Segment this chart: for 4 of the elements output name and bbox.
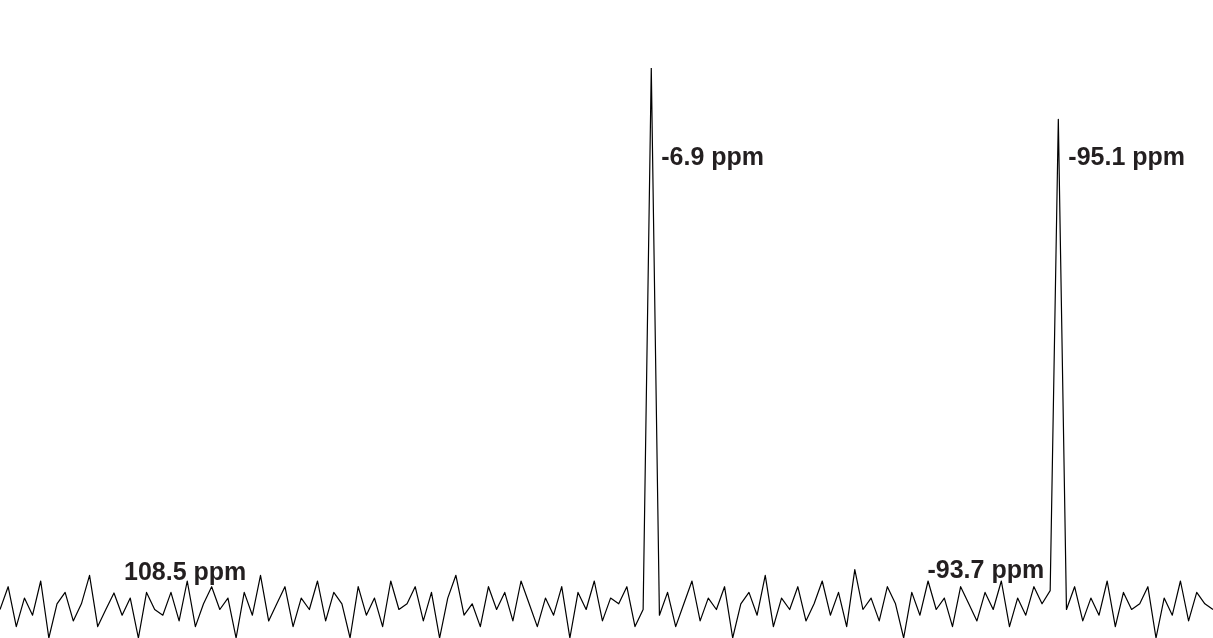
annotation: -95.1 ppm bbox=[1068, 142, 1186, 171]
annotation: -6.9 ppm bbox=[661, 142, 765, 171]
annotation: -93.7 ppm bbox=[927, 554, 1045, 583]
annotation: 108.5 ppm bbox=[123, 556, 247, 585]
